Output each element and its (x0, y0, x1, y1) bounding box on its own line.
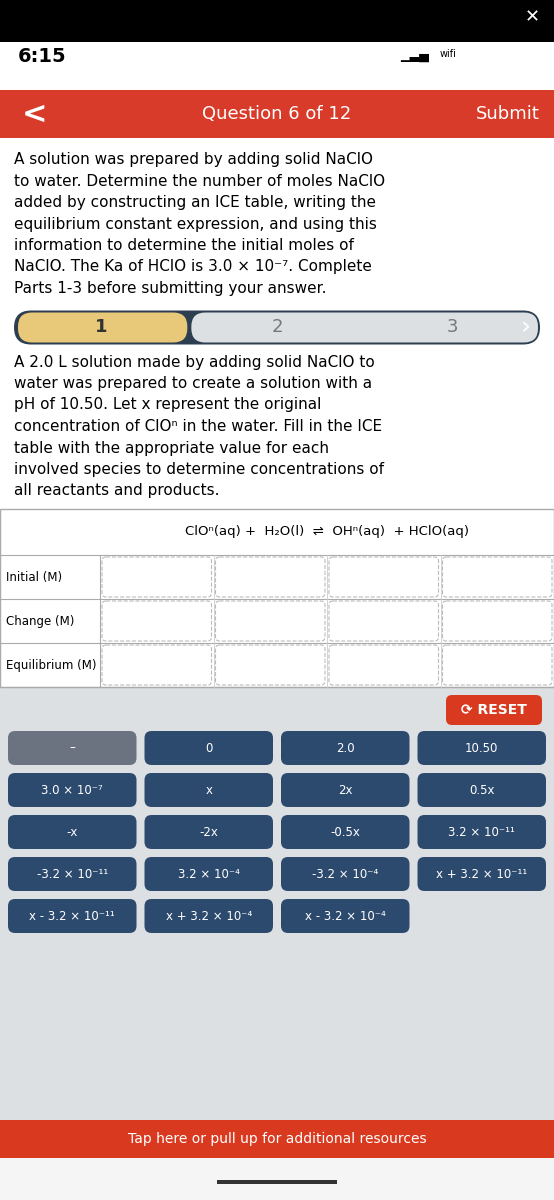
Bar (0, 42, 554, 90)
FancyBboxPatch shape (418, 731, 546, 766)
Text: Initial (M): Initial (M) (6, 570, 62, 583)
FancyBboxPatch shape (8, 899, 136, 934)
Text: 3: 3 (447, 318, 458, 336)
Text: A 2.0 L solution made by adding solid NaClO to: A 2.0 L solution made by adding solid Na… (14, 354, 375, 370)
FancyBboxPatch shape (329, 601, 439, 641)
Text: all reactants and products.: all reactants and products. (14, 484, 219, 498)
FancyBboxPatch shape (281, 815, 409, 850)
Text: Tap here or pull up for additional resources: Tap here or pull up for additional resou… (127, 1132, 427, 1146)
Text: equilibrium constant expression, and using this: equilibrium constant expression, and usi… (14, 216, 377, 232)
Text: 10.50: 10.50 (465, 742, 499, 755)
Text: 2: 2 (271, 318, 283, 336)
FancyBboxPatch shape (145, 899, 273, 934)
Text: ▁▃▅: ▁▃▅ (400, 49, 429, 62)
Text: -0.5x: -0.5x (330, 826, 360, 839)
Text: x - 3.2 × 10⁻¹¹: x - 3.2 × 10⁻¹¹ (29, 910, 115, 923)
FancyBboxPatch shape (281, 857, 409, 890)
FancyBboxPatch shape (443, 601, 552, 641)
Text: x - 3.2 × 10⁻⁴: x - 3.2 × 10⁻⁴ (305, 910, 386, 923)
Text: -2x: -2x (199, 826, 218, 839)
Bar (0, 90, 554, 138)
FancyBboxPatch shape (8, 815, 136, 850)
FancyBboxPatch shape (191, 312, 538, 342)
FancyBboxPatch shape (443, 557, 552, 596)
Text: added by constructing an ICE table, writing the: added by constructing an ICE table, writ… (14, 194, 376, 210)
FancyBboxPatch shape (8, 731, 136, 766)
Bar (0, 1158, 554, 1200)
FancyBboxPatch shape (329, 557, 439, 596)
Bar (0, 509, 554, 686)
Text: concentration of ClOⁿ in the water. Fill in the ICE: concentration of ClOⁿ in the water. Fill… (14, 419, 382, 434)
Text: <: < (22, 100, 48, 128)
Bar (217, 1180, 337, 1184)
Text: -x: -x (66, 826, 78, 839)
Text: to water. Determine the number of moles NaClO: to water. Determine the number of moles … (14, 174, 385, 188)
Text: ⟳ RESET: ⟳ RESET (461, 703, 527, 716)
Text: water was prepared to create a solution with a: water was prepared to create a solution … (14, 376, 372, 391)
Text: x: x (205, 784, 212, 797)
FancyBboxPatch shape (281, 773, 409, 806)
Text: 6:15: 6:15 (18, 47, 66, 66)
Bar (0, 686, 554, 1120)
FancyBboxPatch shape (102, 646, 212, 685)
FancyBboxPatch shape (14, 311, 540, 344)
FancyBboxPatch shape (145, 815, 273, 850)
Text: 2.0: 2.0 (336, 742, 355, 755)
Text: NaClO. The Ka of HClO is 3.0 × 10⁻⁷. Complete: NaClO. The Ka of HClO is 3.0 × 10⁻⁷. Com… (14, 259, 372, 275)
Text: x + 3.2 × 10⁻¹¹: x + 3.2 × 10⁻¹¹ (436, 868, 527, 881)
Bar (0, 1120, 554, 1158)
FancyBboxPatch shape (145, 857, 273, 890)
FancyBboxPatch shape (329, 646, 439, 685)
Text: 3.0 × 10⁻⁷: 3.0 × 10⁻⁷ (42, 784, 103, 797)
Text: 3.2 × 10⁻¹¹: 3.2 × 10⁻¹¹ (448, 826, 515, 839)
FancyBboxPatch shape (216, 601, 325, 641)
FancyBboxPatch shape (443, 646, 552, 685)
FancyBboxPatch shape (102, 557, 212, 596)
Text: Parts 1-3 before submitting your answer.: Parts 1-3 before submitting your answer. (14, 281, 326, 296)
FancyBboxPatch shape (216, 646, 325, 685)
FancyBboxPatch shape (102, 601, 212, 641)
FancyBboxPatch shape (418, 857, 546, 890)
Text: 3.2 × 10⁻⁴: 3.2 × 10⁻⁴ (178, 868, 240, 881)
FancyBboxPatch shape (145, 731, 273, 766)
Text: 2x: 2x (338, 784, 352, 797)
FancyBboxPatch shape (418, 773, 546, 806)
Text: A solution was prepared by adding solid NaClO: A solution was prepared by adding solid … (14, 152, 373, 167)
Text: involved species to determine concentrations of: involved species to determine concentrat… (14, 462, 384, 476)
FancyBboxPatch shape (418, 815, 546, 850)
Text: pH of 10.50. Let x represent the original: pH of 10.50. Let x represent the origina… (14, 397, 321, 413)
Text: Equilibrium (M): Equilibrium (M) (6, 659, 96, 672)
Text: -3.2 × 10⁻⁴: -3.2 × 10⁻⁴ (312, 868, 378, 881)
Text: -3.2 × 10⁻¹¹: -3.2 × 10⁻¹¹ (37, 868, 108, 881)
FancyBboxPatch shape (8, 773, 136, 806)
FancyBboxPatch shape (446, 695, 542, 725)
Text: 0.5x: 0.5x (469, 784, 495, 797)
Text: ClOⁿ(aq) +  H₂O(l)  ⇌  OHⁿ(aq)  + HClO(aq): ClOⁿ(aq) + H₂O(l) ⇌ OHⁿ(aq) + HClO(aq) (185, 526, 469, 539)
Text: wifi: wifi (440, 49, 457, 59)
Text: ✕: ✕ (525, 8, 540, 26)
FancyBboxPatch shape (18, 312, 187, 342)
Text: Change (M): Change (M) (6, 614, 74, 628)
FancyBboxPatch shape (281, 899, 409, 934)
FancyBboxPatch shape (145, 773, 273, 806)
Text: x + 3.2 × 10⁻⁴: x + 3.2 × 10⁻⁴ (166, 910, 252, 923)
Text: 1: 1 (95, 318, 108, 336)
Bar (0, 138, 554, 1200)
FancyBboxPatch shape (8, 857, 136, 890)
Text: table with the appropriate value for each: table with the appropriate value for eac… (14, 440, 329, 456)
Text: Submit: Submit (476, 104, 540, 122)
Text: Question 6 of 12: Question 6 of 12 (202, 104, 352, 122)
Text: ›: › (521, 316, 531, 340)
Text: 0: 0 (205, 742, 212, 755)
Bar (0, 0, 554, 42)
Text: information to determine the initial moles of: information to determine the initial mol… (14, 238, 354, 253)
FancyBboxPatch shape (281, 731, 409, 766)
FancyBboxPatch shape (216, 557, 325, 596)
Text: –: – (69, 742, 75, 755)
